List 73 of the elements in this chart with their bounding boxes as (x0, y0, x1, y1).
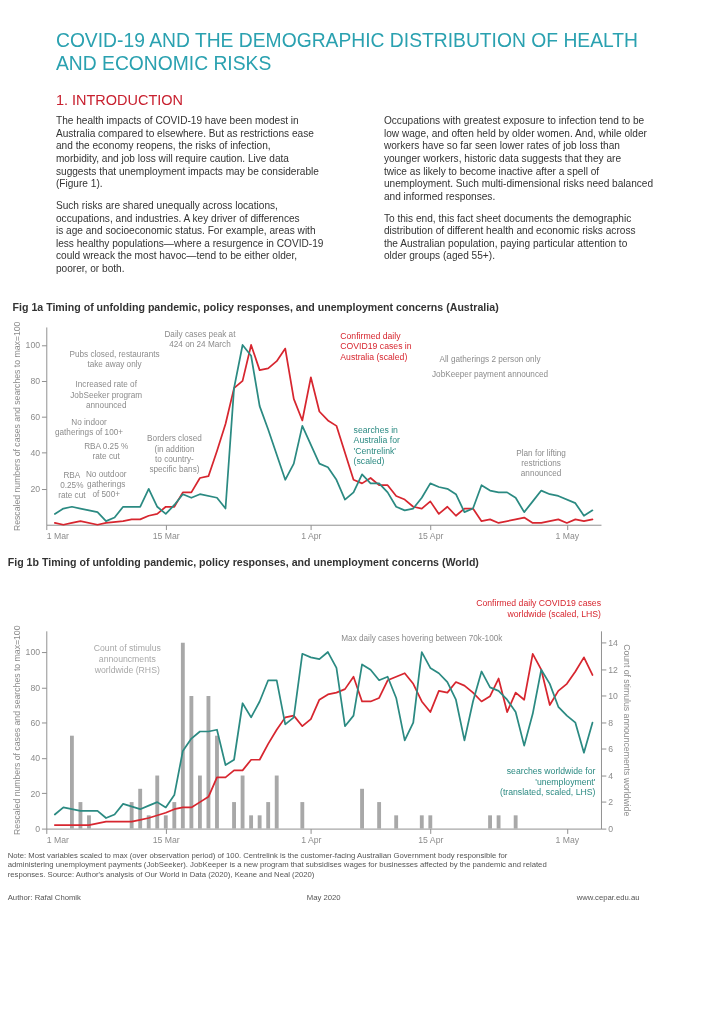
bar (197, 775, 202, 829)
text: 1. INTRODUCTION (55, 92, 183, 109)
bar (189, 695, 194, 829)
y-tick-label: 100 (25, 647, 41, 658)
x-tick-label: 1 Apr (301, 834, 322, 845)
text: Author: Rafal Chomik (7, 893, 82, 902)
bar (496, 815, 501, 829)
y-tick-label: 20 (30, 788, 41, 799)
y2-tick-label: 6 (608, 744, 614, 755)
bar (172, 802, 177, 829)
x-tick-label: 1 May (555, 834, 580, 845)
bar (257, 815, 262, 829)
bar (300, 802, 305, 829)
x-tick-label: 1 Mar (46, 530, 70, 541)
y-tick-label: 20 (30, 484, 41, 495)
text: The health impacts of COVID-19 have been modest in Australia compared to elsewhere. But as restrictions ease and the economy reopens, the risks of infection, morbidity, and job loss will require caution. Live data suggests that unemployment impacts may be considerable (Figure 1). (55, 115, 320, 190)
text: May 2020 (306, 893, 341, 902)
y2-tick-label: 2 (608, 797, 614, 808)
bar (180, 642, 185, 829)
y2-tick-label: 4 (608, 770, 614, 781)
bar (394, 815, 399, 829)
y-axis-title: Rescaled numbers of cases and searches to max=100 (11, 321, 22, 532)
bar (138, 788, 143, 829)
y-tick-label: 100 (25, 340, 41, 351)
bar (428, 815, 433, 829)
y-tick-label: 60 (30, 718, 41, 729)
x-tick-label: 15 Mar (152, 834, 180, 845)
bar (360, 788, 364, 829)
text: Count of stimulus announcments worldwide (RHS) (93, 643, 162, 675)
bar (163, 815, 168, 829)
y2-tick-label: 14 (608, 638, 619, 649)
series-label: searches in Australia for 'Centrelink' (scaled) (353, 424, 400, 467)
bar (488, 815, 492, 829)
x-tick-label: 1 Apr (301, 530, 322, 541)
y-axis-title: Rescaled numbers of cases and searches to max=100 (11, 625, 22, 835)
text: www.cepar.edu.au (575, 893, 640, 902)
x-tick-label: 15 Apr (418, 834, 444, 845)
text: Note: Most variables scaled to max (over observation period) of 100. Centrelink is the customer-facing Australian Government body responsible for administering unemployment payments (JobSeeker). JobKeeper is a new program that subsidises wages for businesses affected by the pandemic and related responses. Source: Author's analysis of Our World in Data (2020), Keane and Neal (2020) (7, 850, 547, 879)
x-tick-label: 1 Mar (46, 834, 70, 845)
bar (69, 735, 74, 829)
y-tick-label: 80 (30, 682, 41, 693)
chart-title: Fig 1a Timing of unfolding pandemic, policy responses, and unemployment concerns (Australia) (12, 301, 499, 314)
text: To this end, this fact sheet documents the demographic distribution of different health and economic risks across the Australian population, paying particular attention to older groups (aged 55+). (383, 212, 636, 262)
chart-title: Fig 1b Timing of unfolding pandemic, policy responses, and unemployment concerns (World) (7, 556, 479, 569)
x-tick-label: 15 Mar (152, 530, 180, 541)
y-tick-label: 80 (30, 376, 41, 387)
series-label: searches worldwide for 'unemployment' (translated, scaled, LHS) (500, 766, 596, 798)
y2-tick-label: 8 (608, 717, 614, 728)
y-tick-label: 40 (30, 448, 41, 459)
y-tick-label: 0 (35, 823, 41, 834)
text: Confirmed daily COVID19 cases worldwide (scaled, LHS) (476, 597, 602, 619)
text: Confirmed daily COVID19 cases in Australia (scaled) (340, 330, 412, 362)
y2-tick-label: 10 (608, 691, 619, 702)
bar (513, 815, 518, 829)
bar (419, 815, 424, 829)
bar (377, 802, 382, 829)
text: Occupations with greatest exposure to infection tend to be low wage, and often held by older women. And, while older workers have so far seen lower rates of job loss than younger workers, historic data suggests that they are twice as likely to become inactive after a spell of unemployment. Such multi-dimensional risks need balanced and informed responses. (382, 115, 654, 202)
x-tick-label: 15 Apr (418, 530, 444, 541)
y2-axis-title: Count of stimulus announcements worldwide (621, 644, 632, 817)
bar (274, 775, 279, 829)
x-tick-label: 1 May (555, 530, 580, 541)
bar (232, 802, 236, 829)
bar (266, 802, 271, 829)
text: Such risks are shared unequally across locations, occupations, and industries. A key driver of differences is age and socioeconomic status. For example, areas with less healthy populations—where a resurgence in COVID-19 could wreack the most havoc—tend to be either older, poorer, or both. (55, 200, 324, 274)
bar (215, 735, 219, 829)
bar (155, 775, 160, 829)
y2-tick-label: 0 (608, 823, 614, 834)
y2-tick-label: 12 (608, 664, 619, 675)
text: COVID-19 AND THE DEMOGRAPHIC DISTRIBUTION OF HEALTH AND ECONOMIC RISKS (55, 30, 639, 75)
y-tick-label: 60 (30, 412, 41, 423)
bar (249, 815, 254, 829)
y-tick-label: 40 (30, 753, 41, 764)
bar (240, 775, 245, 829)
